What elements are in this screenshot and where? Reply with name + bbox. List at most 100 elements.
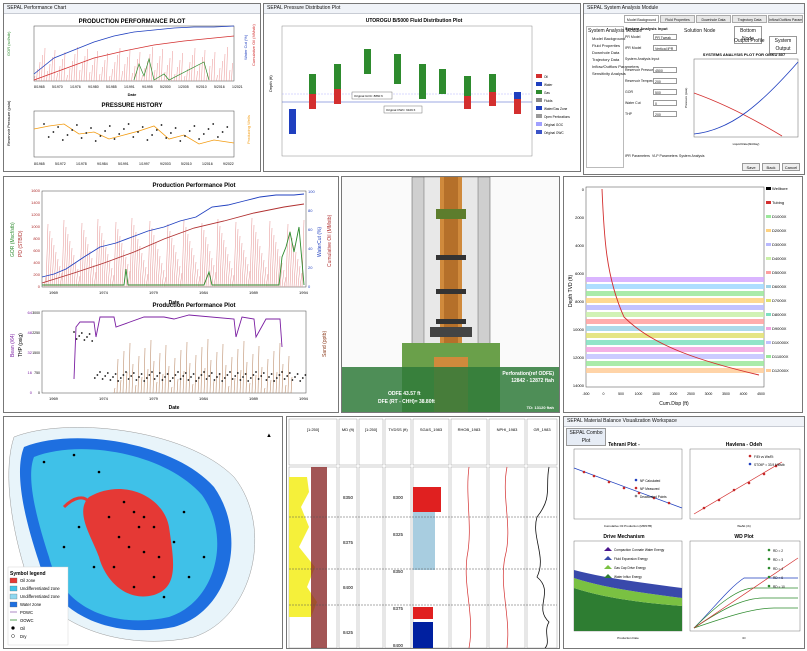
rate-bar (148, 53, 151, 82)
y-tick-left: 600 (33, 248, 40, 253)
thp-point (171, 377, 174, 379)
wd-title: WD Plot (734, 534, 753, 540)
trajectory-panel: 0 2000 4000 6000 8000 10000 12000 14000 -500 0 50… (563, 176, 803, 413)
field-input[interactable]: 0 (653, 100, 677, 106)
thp-point (104, 375, 107, 377)
x-tick-label: 9/2010 (196, 85, 207, 89)
rate-bar (68, 67, 71, 82)
x-tick-label: 1989 (249, 396, 259, 401)
legend-label: Deactivated Points (640, 495, 667, 499)
depth-band (586, 277, 764, 282)
field-input[interactable]: 4500 (653, 67, 677, 73)
profile-select[interactable]: System Output (769, 36, 797, 54)
tree-item[interactable]: Downhole Data (592, 50, 620, 55)
tree-item[interactable]: Model Background (592, 36, 626, 41)
thp-point (184, 372, 187, 374)
havlena-point (762, 472, 766, 476)
pd-bar (287, 230, 291, 288)
pd-bar (289, 237, 293, 288)
status-item[interactable]: IPR Parameters (625, 154, 650, 158)
sand-bar (119, 379, 122, 394)
pd-bar (139, 252, 143, 288)
legend-label: Tubing (772, 200, 784, 205)
plot-title: UTOROGU B/5000 Fluid Distribution Plot (366, 18, 463, 24)
legend-label: Undifferentiated zone (20, 586, 60, 591)
legend: Wellbore Tubing D1000X D2000X D3000X D4000X D5… (766, 186, 789, 373)
thp-point (218, 373, 221, 375)
y-ticks-bean: 0 16 32 48 64 (28, 310, 33, 395)
field-label: GOR (625, 90, 633, 94)
pd-bar (261, 259, 265, 288)
thp-point (187, 379, 190, 381)
tab-2[interactable]: Downhole Data (696, 15, 731, 23)
packer-upper (436, 209, 466, 219)
sand-bar (239, 369, 242, 394)
pd-bar (81, 229, 85, 288)
legend-swatch (9, 601, 18, 608)
status-item[interactable]: System Analysis (679, 154, 705, 158)
save-button[interactable]: Save (742, 163, 760, 171)
thp-point (106, 372, 109, 374)
node-label: Solution Node (684, 28, 716, 34)
y-tick-thp: 3000 (32, 311, 40, 315)
tab-4[interactable]: Inflow/Outflow Parameters (768, 15, 803, 23)
x-label: Date (169, 300, 180, 306)
tree-root[interactable]: System Analysis Module (588, 28, 643, 34)
x-tick-label: 1/2005 (178, 85, 189, 89)
tree-item[interactable]: Sensitivity Analysis (592, 71, 626, 76)
sand-bar (212, 380, 215, 394)
tab-1[interactable]: Fluid Properties (660, 15, 695, 23)
plot2-area (41, 310, 307, 394)
x-tick: -500 (582, 392, 589, 396)
rate-bar (53, 49, 56, 82)
thp-point (156, 375, 159, 377)
y-label-left2: PD (STB/D) (18, 230, 24, 257)
depth-band (586, 284, 764, 289)
cancel-button[interactable]: Cancel (782, 163, 800, 171)
tree-item[interactable]: Trajectory Data (592, 57, 620, 62)
status-item[interactable]: VLP Parameters (652, 154, 678, 158)
profile-label: Output Profile (734, 38, 765, 44)
pd-bar (235, 228, 239, 288)
x-tick-label: 1/1997 (139, 162, 150, 166)
y-label-bean: Bean (/64) (10, 333, 16, 357)
tree-item[interactable]: Inflow/Outflow Parameters (592, 64, 639, 69)
bean-series (73, 314, 283, 380)
y-label-wells: Producing Wells (246, 115, 251, 144)
field-input[interactable]: Vertical IPR (653, 45, 677, 51)
thp-point (247, 380, 250, 382)
thp-point (205, 378, 208, 380)
pd-bar (185, 233, 189, 288)
tab-combo-plot[interactable]: SEPAL Combo Plot (566, 428, 606, 446)
track-header-label: MD (ft) (342, 427, 355, 432)
thp-point (288, 372, 291, 374)
pd-bar (259, 252, 263, 288)
legend-symbol (767, 584, 771, 588)
legend-symbol (767, 557, 771, 561)
thp-point (99, 371, 101, 373)
pressure-point (221, 131, 224, 133)
legend-label: Fluid Expansion Energy (614, 557, 648, 561)
legend-label: D1000X (772, 214, 787, 219)
tree-item[interactable]: Fluid Properties (592, 43, 621, 48)
legend-label: D5000X (772, 270, 787, 275)
tab-3[interactable]: Trajectory Data (732, 15, 767, 23)
field-input[interactable]: 200 (653, 111, 677, 117)
field-input[interactable]: 500 (653, 89, 677, 95)
pressure-point (202, 133, 205, 135)
pd-bar (61, 219, 65, 288)
node-select[interactable]: Bottom Node (734, 26, 762, 44)
tehrani-point (652, 496, 656, 500)
tab-0[interactable]: Model Background (624, 15, 659, 23)
back-button[interactable]: Back (762, 163, 780, 171)
legend-label: D8000X (772, 312, 787, 317)
y-tick-left: 0 (38, 284, 41, 289)
pd-bar (141, 259, 145, 288)
pd-bar (267, 220, 271, 288)
sand-bar (137, 355, 140, 394)
rate-bar (151, 46, 153, 82)
pressure-point (52, 131, 55, 133)
sand-bar (200, 346, 203, 394)
field-input[interactable]: 200 (653, 78, 677, 84)
field-input[interactable]: PR Tweak (653, 34, 677, 40)
